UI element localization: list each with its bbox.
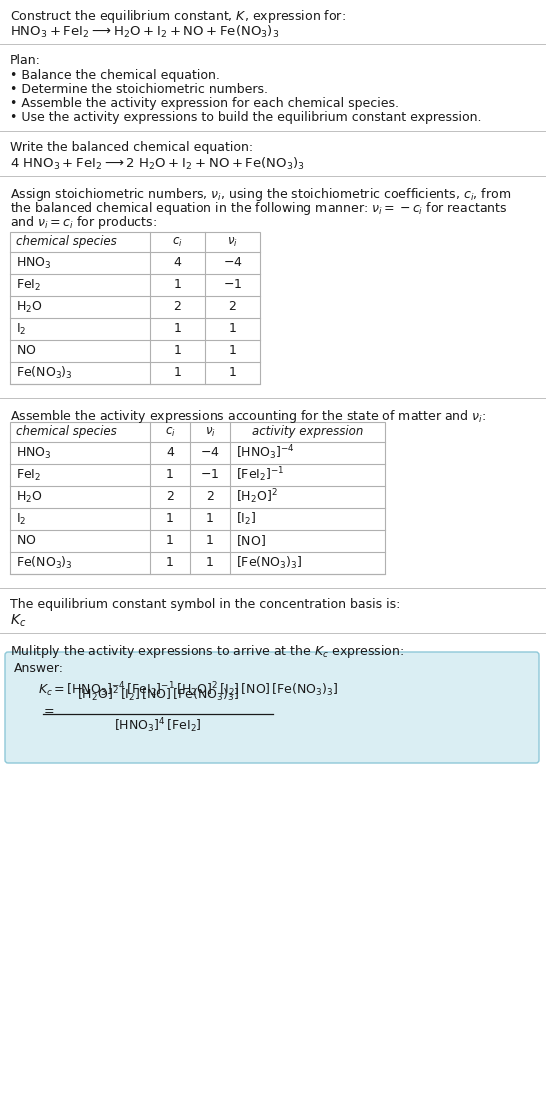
Text: $\mathrm{I_2}$: $\mathrm{I_2}$	[16, 512, 26, 527]
Text: Construct the equilibrium constant, $K$, expression for:: Construct the equilibrium constant, $K$,…	[10, 8, 346, 25]
FancyBboxPatch shape	[5, 652, 539, 762]
Text: $-1$: $-1$	[223, 278, 242, 292]
Text: 2: 2	[206, 491, 214, 504]
Text: Mulitply the activity expressions to arrive at the $K_c$ expression:: Mulitply the activity expressions to arr…	[10, 643, 404, 660]
Text: $c_i$: $c_i$	[172, 235, 183, 249]
Text: $[\mathrm{Fe(NO_3)_3}]$: $[\mathrm{Fe(NO_3)_3}]$	[236, 555, 302, 571]
Text: 2: 2	[229, 301, 236, 314]
Text: $[\mathrm{I_2}]$: $[\mathrm{I_2}]$	[236, 511, 257, 527]
Text: the balanced chemical equation in the following manner: $\nu_i = -c_i$ for react: the balanced chemical equation in the fo…	[10, 200, 507, 217]
Text: $[\mathrm{H_2O}]^2$: $[\mathrm{H_2O}]^2$	[236, 487, 278, 506]
Text: 1: 1	[206, 557, 214, 569]
Text: $[\mathrm{H_2O}]^2\,[\mathrm{I_2}]\,[\mathrm{NO}]\,[\mathrm{Fe(NO_3)_3}]$: $[\mathrm{H_2O}]^2\,[\mathrm{I_2}]\,[\ma…	[77, 685, 239, 704]
Text: $\mathrm{H_2O}$: $\mathrm{H_2O}$	[16, 299, 43, 315]
Text: 1: 1	[166, 469, 174, 482]
Text: 2: 2	[166, 491, 174, 504]
Text: • Assemble the activity expression for each chemical species.: • Assemble the activity expression for e…	[10, 97, 399, 110]
Text: chemical species: chemical species	[16, 235, 117, 249]
Text: 1: 1	[174, 367, 181, 379]
Text: 1: 1	[206, 535, 214, 547]
Text: $-4$: $-4$	[223, 256, 242, 270]
Text: Answer:: Answer:	[14, 662, 64, 675]
Text: $\mathrm{H_2O}$: $\mathrm{H_2O}$	[16, 490, 43, 505]
Text: $\mathrm{NO}$: $\mathrm{NO}$	[16, 345, 37, 358]
Text: $-1$: $-1$	[200, 469, 219, 482]
Text: $\mathrm{HNO_3 + FeI_2 \longrightarrow H_2O + I_2 + NO + Fe(NO_3)_3}$: $\mathrm{HNO_3 + FeI_2 \longrightarrow H…	[10, 24, 280, 40]
Text: 2: 2	[174, 301, 181, 314]
Text: The equilibrium constant symbol in the concentration basis is:: The equilibrium constant symbol in the c…	[10, 598, 400, 611]
Text: $\mathrm{FeI_2}$: $\mathrm{FeI_2}$	[16, 277, 41, 293]
Text: • Use the activity expressions to build the equilibrium constant expression.: • Use the activity expressions to build …	[10, 110, 482, 124]
Text: $\mathrm{HNO_3}$: $\mathrm{HNO_3}$	[16, 255, 51, 271]
Text: • Determine the stoichiometric numbers.: • Determine the stoichiometric numbers.	[10, 83, 268, 96]
Text: $c_i$: $c_i$	[165, 425, 175, 439]
Text: 1: 1	[229, 345, 236, 358]
Text: 1: 1	[206, 513, 214, 526]
Text: $\mathrm{Fe(NO_3)_3}$: $\mathrm{Fe(NO_3)_3}$	[16, 555, 73, 571]
Text: 1: 1	[229, 367, 236, 379]
Text: 1: 1	[166, 513, 174, 526]
Text: $K_c$: $K_c$	[10, 613, 26, 630]
Text: $[\mathrm{HNO_3}]^4\,[\mathrm{FeI_2}]$: $[\mathrm{HNO_3}]^4\,[\mathrm{FeI_2}]$	[114, 716, 202, 735]
Text: 4: 4	[166, 446, 174, 460]
Text: and $\nu_i = c_i$ for products:: and $\nu_i = c_i$ for products:	[10, 214, 157, 231]
Bar	[10, 422, 385, 573]
Text: Assemble the activity expressions accounting for the state of matter and $\nu_i$: Assemble the activity expressions accoun…	[10, 408, 486, 425]
Text: $-4$: $-4$	[200, 446, 220, 460]
Text: Plan:: Plan:	[10, 54, 41, 67]
Text: 1: 1	[174, 345, 181, 358]
Text: $\mathrm{I_2}$: $\mathrm{I_2}$	[16, 322, 26, 337]
Text: Write the balanced chemical equation:: Write the balanced chemical equation:	[10, 141, 253, 154]
Text: $[\mathrm{FeI_2}]^{-1}$: $[\mathrm{FeI_2}]^{-1}$	[236, 465, 284, 484]
Text: $K_c = [\mathrm{HNO_3}]^{-4}\,[\mathrm{FeI_2}]^{-1}\,[\mathrm{H_2O}]^{2}\,[\math: $K_c = [\mathrm{HNO_3}]^{-4}\,[\mathrm{F…	[38, 680, 339, 698]
Text: $\mathrm{4\ HNO_3 + FeI_2 \longrightarrow 2\ H_2O + I_2 + NO + Fe(NO_3)_3}$: $\mathrm{4\ HNO_3 + FeI_2 \longrightarro…	[10, 156, 305, 172]
Text: 1: 1	[174, 323, 181, 336]
Text: $\nu_i$: $\nu_i$	[227, 235, 238, 249]
Text: $\nu_i$: $\nu_i$	[205, 425, 216, 439]
Text: $[\mathrm{NO}]$: $[\mathrm{NO}]$	[236, 534, 266, 548]
Text: =: =	[44, 705, 55, 718]
Text: $[\mathrm{HNO_3}]^{-4}$: $[\mathrm{HNO_3}]^{-4}$	[236, 443, 295, 462]
Text: Assign stoichiometric numbers, $\nu_i$, using the stoichiometric coefficients, $: Assign stoichiometric numbers, $\nu_i$, …	[10, 186, 511, 203]
Text: • Balance the chemical equation.: • Balance the chemical equation.	[10, 69, 220, 82]
Text: 1: 1	[166, 535, 174, 547]
Text: 1: 1	[174, 278, 181, 292]
Text: $\mathrm{FeI_2}$: $\mathrm{FeI_2}$	[16, 467, 41, 483]
Text: activity expression: activity expression	[252, 425, 363, 439]
Text: 1: 1	[229, 323, 236, 336]
Text: $\mathrm{NO}$: $\mathrm{NO}$	[16, 535, 37, 547]
Text: 4: 4	[174, 256, 181, 270]
Bar	[10, 232, 260, 385]
Text: 1: 1	[166, 557, 174, 569]
Text: chemical species: chemical species	[16, 425, 117, 439]
Text: $\mathrm{Fe(NO_3)_3}$: $\mathrm{Fe(NO_3)_3}$	[16, 365, 73, 381]
Text: $\mathrm{HNO_3}$: $\mathrm{HNO_3}$	[16, 445, 51, 461]
